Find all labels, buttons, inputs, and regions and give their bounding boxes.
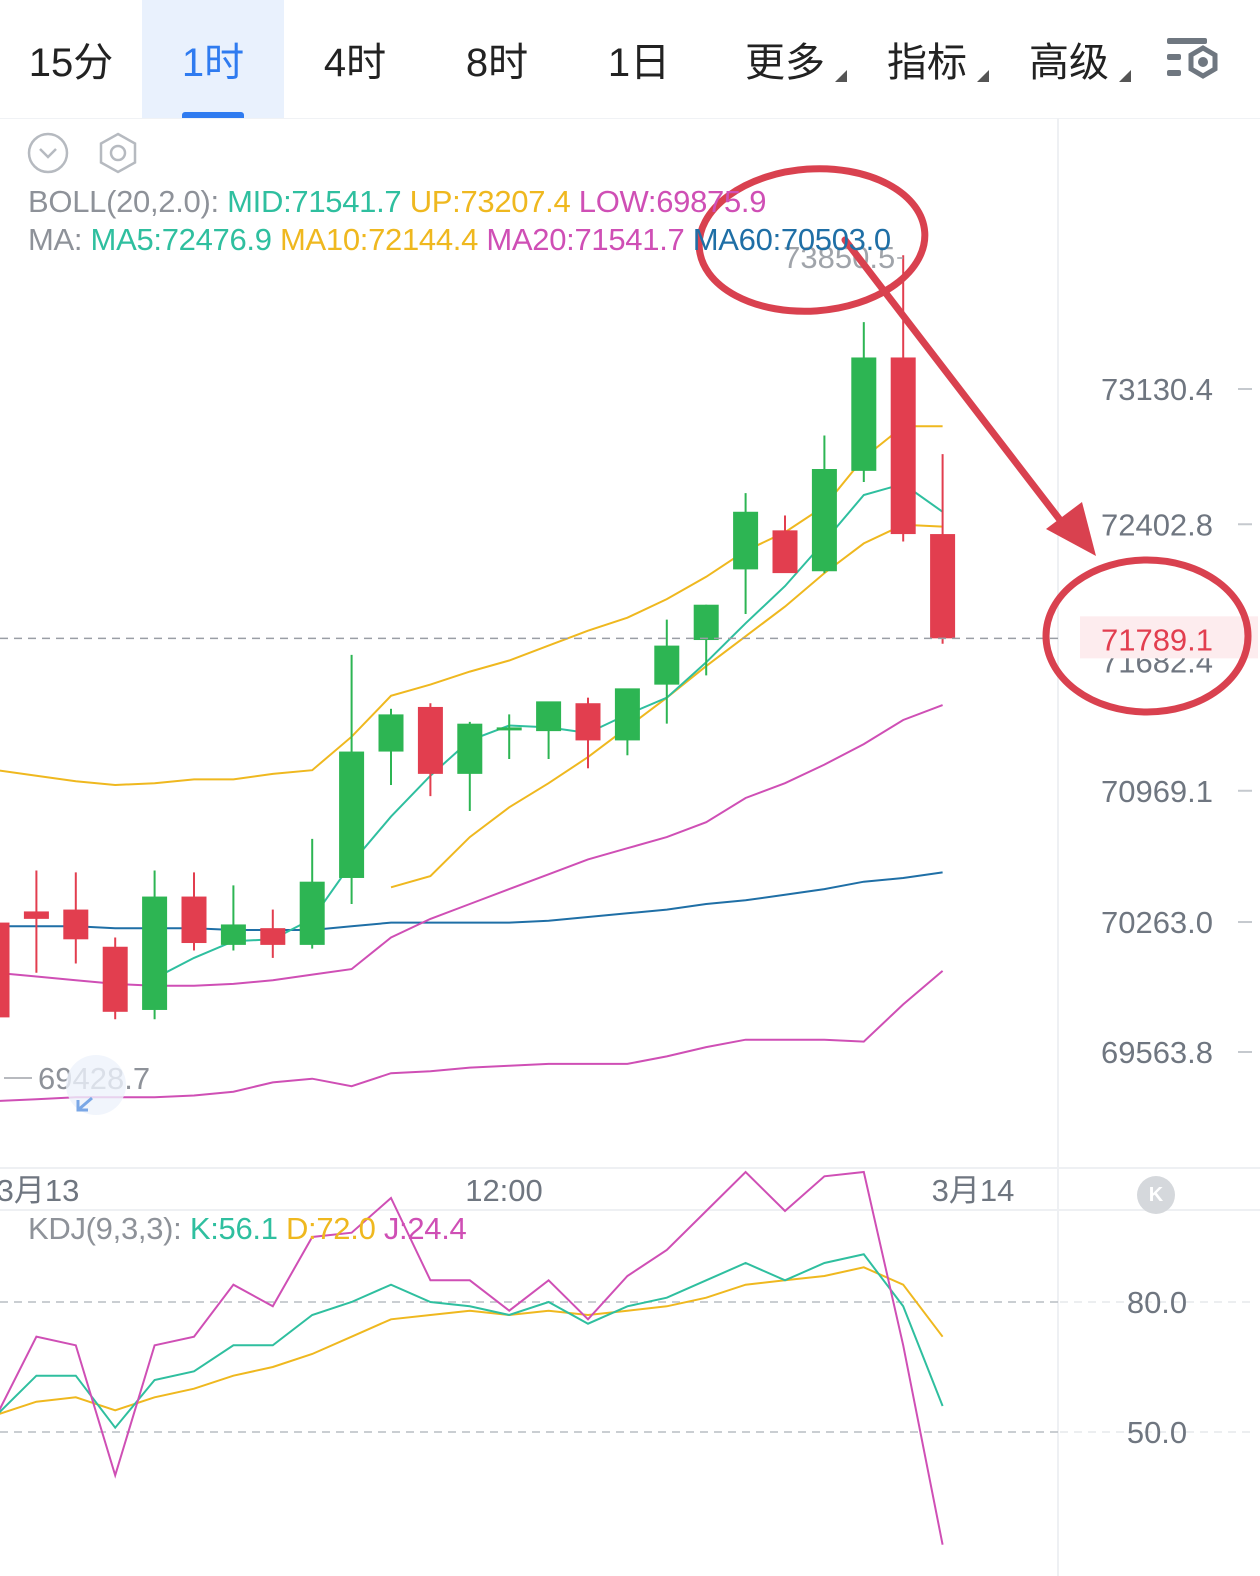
tab-label: 高级 bbox=[1029, 41, 1109, 85]
kdj-j-value: J:24.4 bbox=[383, 1211, 467, 1246]
boll-up-value: UP:73207.4 bbox=[409, 184, 571, 219]
candle-body bbox=[102, 946, 128, 1012]
tab-label: 更多 bbox=[745, 41, 825, 85]
price-tick-label: 70263.0 bbox=[1101, 905, 1213, 940]
kdj-k-value: K:56.1 bbox=[189, 1211, 278, 1246]
kdj-d-line bbox=[0, 1266, 944, 1415]
hand-annotations bbox=[695, 165, 1252, 716]
boll-lower-line bbox=[0, 970, 944, 1102]
chart-settings-icon[interactable] bbox=[1163, 34, 1225, 88]
tab-indicators-dropdown[interactable]: 指标 bbox=[867, 0, 989, 118]
candlestick-chart[interactable]: 73130.4 72402.8 70969.1 70263.0 69563.8 3月13… bbox=[0, 118, 1260, 1576]
candle-body bbox=[142, 896, 168, 1010]
candle-body bbox=[654, 645, 680, 685]
tab-label: 指标 bbox=[887, 41, 967, 85]
zoom-hint-icon bbox=[66, 1055, 126, 1115]
kdj-tick-label: 80.0 bbox=[1127, 1285, 1187, 1320]
ma60-line bbox=[0, 871, 943, 931]
kdj-legend: KDJ(9,3,3): K:56.1 D:72.0 J:24.4 bbox=[28, 1211, 467, 1247]
tab-more-dropdown[interactable]: 更多 bbox=[725, 0, 847, 118]
candle-body bbox=[0, 922, 10, 1018]
candle-body bbox=[575, 703, 601, 741]
kdj-d-value: D:72.0 bbox=[285, 1211, 376, 1246]
boll-mid-value: MID:71541.7 bbox=[227, 184, 402, 219]
tab-label: 1日 bbox=[607, 41, 671, 85]
tab-advanced-dropdown[interactable]: 高级 bbox=[1009, 0, 1131, 118]
time-tick-label: 12:00 bbox=[465, 1173, 543, 1208]
price-tick-label: 69563.8 bbox=[1101, 1035, 1213, 1070]
current-price-badge bbox=[1080, 616, 1258, 659]
tab-1day[interactable]: 1日 bbox=[568, 0, 710, 118]
kdj-legend-prefix: KDJ(9,3,3): bbox=[28, 1211, 182, 1246]
ma60-value: MA60:70503.0 bbox=[692, 222, 891, 257]
candle-body bbox=[260, 928, 286, 945]
candle-body bbox=[496, 727, 522, 731]
tab-label: 15分 bbox=[28, 41, 114, 85]
candle-body bbox=[930, 534, 956, 639]
time-tick-label: 3月13 bbox=[0, 1173, 79, 1208]
ma-legend: MA: MA5:72476.9 MA10:72144.4 MA20:71541.… bbox=[28, 222, 891, 258]
dropdown-corner-icon bbox=[977, 70, 989, 82]
annotation-arrow-shaft bbox=[841, 236, 1064, 524]
timeframe-tabbar: 15分 1时 4时 8时 1日 更多 指标 高级 bbox=[0, 0, 1260, 119]
tab-8hour[interactable]: 8时 bbox=[426, 0, 568, 118]
candle-body bbox=[811, 469, 837, 572]
chart-grid bbox=[0, 118, 1260, 1576]
tab-label: 4时 bbox=[323, 41, 387, 85]
ma5-value: MA5:72476.9 bbox=[90, 222, 272, 257]
price-axis: 73130.4 72402.8 70969.1 70263.0 69563.8 bbox=[1101, 372, 1252, 1070]
ma20-value: MA20:71541.7 bbox=[486, 222, 685, 257]
candle-body bbox=[63, 909, 89, 940]
price-tick-label: 70969.1 bbox=[1101, 774, 1213, 809]
candle-body bbox=[851, 357, 877, 471]
zoom-arrow-icon bbox=[76, 1096, 93, 1112]
tab-label: 8时 bbox=[465, 41, 529, 85]
candle-body bbox=[536, 701, 562, 732]
dropdown-corner-icon bbox=[1119, 70, 1131, 82]
tab-label: 1时 bbox=[181, 41, 245, 85]
candle-body bbox=[23, 911, 49, 919]
candles bbox=[0, 255, 956, 1020]
time-tick-label: 3月14 bbox=[932, 1173, 1015, 1208]
time-axis: 3月13 12:00 3月14 bbox=[0, 1173, 1014, 1208]
candle-body bbox=[457, 723, 483, 774]
tab-4hour[interactable]: 4时 bbox=[284, 0, 426, 118]
boll-low-value: LOW:69875.9 bbox=[578, 184, 767, 219]
ma-legend-prefix: MA: bbox=[28, 222, 83, 257]
candle-body bbox=[733, 511, 759, 570]
candle-body bbox=[772, 530, 798, 574]
candle-body bbox=[299, 881, 325, 945]
tab-1hour[interactable]: 1时 bbox=[142, 0, 284, 118]
boll-legend-prefix: BOLL(20,2.0): bbox=[28, 184, 219, 219]
current-price-label: 71789.1 bbox=[1101, 622, 1213, 657]
kdj-k-line bbox=[0, 1253, 944, 1430]
ma10-value: MA10:72144.4 bbox=[280, 222, 479, 257]
candle-body bbox=[890, 357, 916, 535]
tab-15min[interactable]: 15分 bbox=[0, 0, 142, 118]
hexagon-settings-icon[interactable] bbox=[96, 131, 140, 175]
annotation-circle-price bbox=[1042, 556, 1252, 716]
candle-body bbox=[614, 688, 640, 741]
candle-body bbox=[181, 896, 207, 944]
candle-body bbox=[417, 706, 443, 774]
price-tick-label: 72402.8 bbox=[1101, 507, 1213, 542]
candle-body bbox=[220, 924, 246, 945]
chevron-down-circle-icon[interactable] bbox=[27, 132, 69, 174]
jump-to-latest-icon[interactable]: K bbox=[1137, 1176, 1175, 1214]
boll-legend: BOLL(20,2.0): MID:71541.7 UP:73207.4 LOW… bbox=[28, 184, 766, 220]
price-tick-label: 73130.4 bbox=[1101, 372, 1213, 407]
candle-body bbox=[378, 714, 404, 752]
kdj-panel: 80.0 50.0 bbox=[0, 1170, 1252, 1545]
annotation-circle-high bbox=[695, 165, 929, 315]
annotation-arrow-head bbox=[1046, 502, 1096, 556]
kdj-tick-label: 50.0 bbox=[1127, 1415, 1187, 1450]
candle-body bbox=[693, 604, 719, 641]
candle-body bbox=[339, 751, 365, 878]
kdj-j-line bbox=[0, 1170, 944, 1545]
high-price-label: 73850.5 bbox=[783, 240, 895, 275]
active-tab-indicator bbox=[182, 112, 244, 118]
dropdown-corner-icon bbox=[835, 70, 847, 82]
